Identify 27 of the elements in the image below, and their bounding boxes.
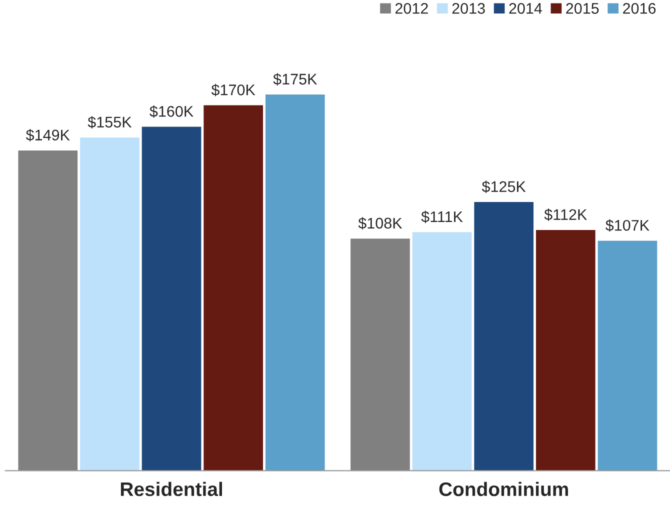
bar (265, 94, 325, 471)
x-tick-label: Condominium (439, 482, 568, 496)
bar (350, 238, 410, 471)
legend-label: 2012 (395, 3, 428, 14)
data-label: $170K (211, 84, 256, 96)
data-label: $175K (273, 73, 318, 86)
data-label: $125K (482, 180, 526, 193)
bar (204, 105, 263, 471)
bar (80, 138, 140, 471)
data-label: $149K (26, 129, 70, 142)
legend-label: 2013 (452, 3, 485, 14)
bar (412, 232, 472, 471)
x-tick-label: Residential (120, 482, 222, 496)
bar (18, 150, 78, 471)
data-label: $155K (88, 116, 132, 128)
data-label: $108K (358, 217, 402, 230)
bar (598, 240, 658, 471)
legend-label: 2014 (509, 3, 542, 14)
legend-label: 2015 (566, 3, 599, 14)
bar (142, 126, 202, 471)
bar (474, 202, 534, 471)
data-label: $112K (544, 208, 588, 221)
data-label: $160K (150, 105, 194, 118)
bar (536, 230, 596, 471)
legend-label: 2016 (623, 3, 656, 14)
data-label: $111K (421, 210, 463, 224)
data-label: $107K (606, 219, 650, 232)
